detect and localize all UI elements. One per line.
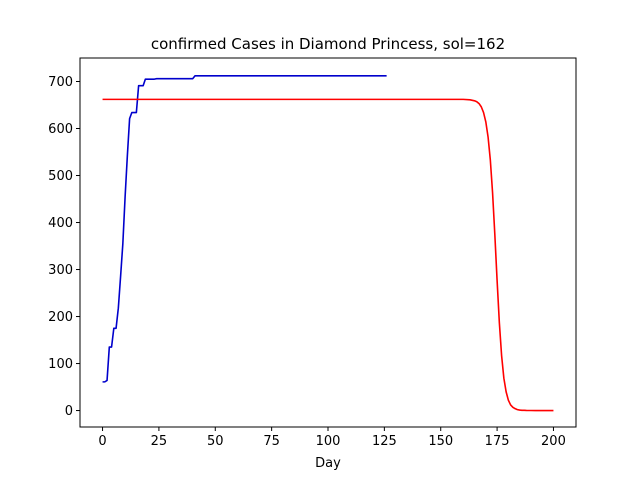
y-tick-label: 0 [65,404,73,419]
x-axis-label: Day [315,456,341,471]
y-tick-label: 300 [48,263,73,278]
x-tick-label: 0 [98,434,106,449]
x-tick-label: 25 [151,434,168,449]
x-tick-label: 50 [207,434,224,449]
x-tick-label: 100 [316,434,341,449]
x-tick-label: 125 [372,434,397,449]
y-tick-label: 400 [48,216,73,231]
chart-title: confirmed Cases in Diamond Princess, sol… [151,35,505,53]
x-tick-label: 150 [428,434,453,449]
x-tick-label: 75 [263,434,280,449]
series-line-1 [102,75,387,383]
y-tick-label: 700 [48,75,73,90]
y-tick-label: 200 [48,310,73,325]
y-tick-label: 500 [48,169,73,184]
series-line-2 [102,98,554,412]
x-axis: 0 25 50 75 100 125 150 175 200 [98,427,566,449]
x-tick-label: 175 [485,434,510,449]
plot-area [102,75,554,412]
x-tick-label: 200 [541,434,566,449]
y-tick-label: 100 [48,357,73,372]
y-tick-label: 600 [48,122,73,137]
y-axis: 0 100 200 300 400 500 600 700 [48,75,80,419]
